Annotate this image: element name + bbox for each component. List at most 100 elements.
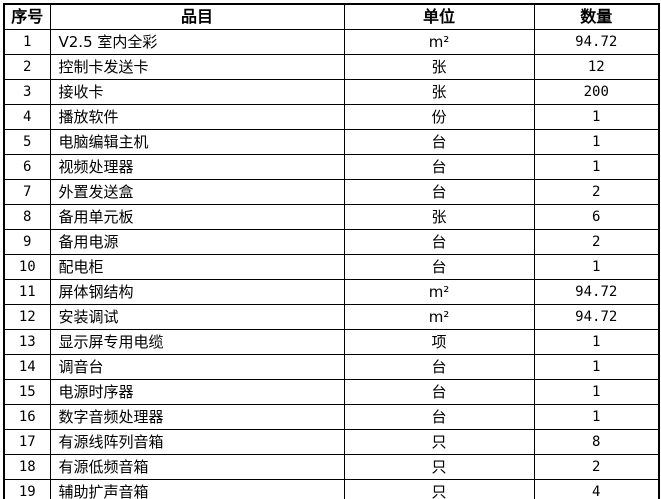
row-no-cell: 16 bbox=[3, 404, 51, 430]
row-qty-cell: 94.72 bbox=[533, 279, 660, 305]
row-qty-cell: 12 bbox=[533, 54, 660, 80]
header-qty: 数量 bbox=[533, 3, 660, 30]
row-item-cell: 数字音频处理器 bbox=[49, 404, 345, 430]
header-unit: 单位 bbox=[343, 3, 535, 30]
row-qty-cell: 2 bbox=[533, 179, 660, 205]
items-table: 序号 品目 单位 数量 1 V2.5 室内全彩 m² 94.72 2 控制卡发送卡张 12 3… bbox=[3, 3, 660, 499]
table-row: 8 备用单元板张 6 bbox=[3, 204, 660, 230]
row-no-cell: 19 bbox=[3, 479, 51, 499]
row-unit-cell: 台 bbox=[343, 154, 535, 180]
row-unit-cell: m² bbox=[343, 279, 535, 305]
row-item-cell: 有源线阵列音箱 bbox=[49, 429, 345, 455]
row-item-cell: 电源时序器 bbox=[49, 379, 345, 405]
row-item-cell: 有源低频音箱 bbox=[49, 454, 345, 480]
row-no-cell: 11 bbox=[3, 279, 51, 305]
row-no-cell: 15 bbox=[3, 379, 51, 405]
header-row: 序号 品目 单位 数量 bbox=[3, 3, 660, 30]
table-row: 12 安装调试 m² 94.72 bbox=[3, 304, 660, 330]
row-no-cell: 8 bbox=[3, 204, 51, 230]
row-no-cell: 17 bbox=[3, 429, 51, 455]
row-unit-cell: 台 bbox=[343, 129, 535, 155]
row-unit-cell: 张 bbox=[343, 204, 535, 230]
row-unit-cell: 张 bbox=[343, 79, 535, 105]
row-qty-cell: 1 bbox=[533, 104, 660, 130]
row-item-cell: 电脑编辑主机 bbox=[49, 129, 345, 155]
row-qty-cell: 94.72 bbox=[533, 304, 660, 330]
row-no-cell: 5 bbox=[3, 129, 51, 155]
table-row: 9 备用电源台 2 bbox=[3, 229, 660, 255]
row-qty-cell: 1 bbox=[533, 129, 660, 155]
row-qty-cell: 1 bbox=[533, 404, 660, 430]
table-row: 2 控制卡发送卡张 12 bbox=[3, 54, 660, 80]
row-qty-cell: 8 bbox=[533, 429, 660, 455]
row-unit-cell: 只 bbox=[343, 454, 535, 480]
row-unit-cell: 张 bbox=[343, 54, 535, 80]
row-no-cell: 14 bbox=[3, 354, 51, 380]
row-unit-cell: 台 bbox=[343, 379, 535, 405]
row-item-cell: 接收卡 bbox=[49, 79, 345, 105]
row-qty-cell: 2 bbox=[533, 454, 660, 480]
row-no-cell: 3 bbox=[3, 79, 51, 105]
table-row: 6 视频处理器台 1 bbox=[3, 154, 660, 180]
row-no-cell: 1 bbox=[3, 29, 51, 55]
table-row: 7 外置发送盒台 2 bbox=[3, 179, 660, 205]
row-unit-cell: 台 bbox=[343, 404, 535, 430]
row-item-cell: 备用电源 bbox=[49, 229, 345, 255]
table-row: 13 显示屏专用电缆项 1 bbox=[3, 329, 660, 355]
table-row: 16 数字音频处理器台 1 bbox=[3, 404, 660, 430]
table-row: 4 播放软件份 1 bbox=[3, 104, 660, 130]
row-unit-cell: 份 bbox=[343, 104, 535, 130]
row-no-cell: 13 bbox=[3, 329, 51, 355]
row-unit-cell: 台 bbox=[343, 229, 535, 255]
row-qty-cell: 2 bbox=[533, 229, 660, 255]
row-item-cell: 屏体钢结构 bbox=[49, 279, 345, 305]
row-no-cell: 9 bbox=[3, 229, 51, 255]
row-item-cell: V2.5 室内全彩 bbox=[49, 29, 345, 55]
row-qty-cell: 4 bbox=[533, 479, 660, 499]
row-qty-cell: 1 bbox=[533, 254, 660, 280]
row-qty-cell: 1 bbox=[533, 329, 660, 355]
row-item-cell: 配电柜 bbox=[49, 254, 345, 280]
row-item-cell: 外置发送盒 bbox=[49, 179, 345, 205]
row-qty-cell: 1 bbox=[533, 379, 660, 405]
table-row: 17 有源线阵列音箱只 8 bbox=[3, 429, 660, 455]
row-item-cell: 视频处理器 bbox=[49, 154, 345, 180]
header-no: 序号 bbox=[3, 3, 51, 30]
row-no-cell: 18 bbox=[3, 454, 51, 480]
row-qty-cell: 94.72 bbox=[533, 29, 660, 55]
row-qty-cell: 6 bbox=[533, 204, 660, 230]
row-no-cell: 2 bbox=[3, 54, 51, 80]
table-row: 10 配电柜台 1 bbox=[3, 254, 660, 280]
row-qty-cell: 1 bbox=[533, 354, 660, 380]
row-unit-cell: 台 bbox=[343, 254, 535, 280]
row-unit-cell: 台 bbox=[343, 354, 535, 380]
row-unit-cell: 只 bbox=[343, 429, 535, 455]
row-item-cell: 备用单元板 bbox=[49, 204, 345, 230]
row-unit-cell: m² bbox=[343, 304, 535, 330]
table-row: 3 接收卡张 200 bbox=[3, 79, 660, 105]
row-unit-cell: 项 bbox=[343, 329, 535, 355]
row-item-cell: 显示屏专用电缆 bbox=[49, 329, 345, 355]
row-no-cell: 6 bbox=[3, 154, 51, 180]
table-row: 1 V2.5 室内全彩 m² 94.72 bbox=[3, 29, 660, 55]
row-unit-cell: m² bbox=[343, 29, 535, 55]
table-row: 14 调音台台 1 bbox=[3, 354, 660, 380]
row-no-cell: 7 bbox=[3, 179, 51, 205]
row-qty-cell: 200 bbox=[533, 79, 660, 105]
row-item-cell: 安装调试 bbox=[49, 304, 345, 330]
row-no-cell: 10 bbox=[3, 254, 51, 280]
table-row: 15 电源时序器台 1 bbox=[3, 379, 660, 405]
table-body: 1 V2.5 室内全彩 m² 94.72 2 控制卡发送卡张 12 3 接收卡张 200 4 播放软件… bbox=[3, 29, 660, 499]
header-item: 品目 bbox=[49, 3, 345, 30]
row-item-cell: 调音台 bbox=[49, 354, 345, 380]
row-item-cell: 辅助扩声音箱 bbox=[49, 479, 345, 499]
table-row: 11 屏体钢结构 m² 94.72 bbox=[3, 279, 660, 305]
table-row: 19 辅助扩声音箱只 4 bbox=[3, 479, 660, 499]
row-unit-cell: 台 bbox=[343, 179, 535, 205]
row-item-cell: 播放软件 bbox=[49, 104, 345, 130]
row-unit-cell: 只 bbox=[343, 479, 535, 499]
row-no-cell: 4 bbox=[3, 104, 51, 130]
table-row: 5 电脑编辑主机台 1 bbox=[3, 129, 660, 155]
table-row: 18 有源低频音箱只 2 bbox=[3, 454, 660, 480]
